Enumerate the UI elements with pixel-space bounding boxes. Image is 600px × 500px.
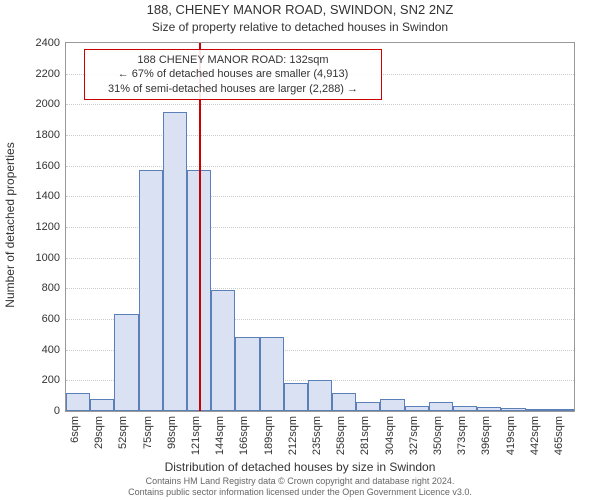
grid-line [66,135,574,136]
bar [429,402,453,411]
y-tick: 2200 [20,68,60,80]
plot-area: 188 CHENEY MANOR ROAD: 132sqm ← 67% of d… [65,42,575,412]
bar [163,112,187,411]
bar [356,402,380,411]
bar [405,406,429,411]
bar [260,337,284,411]
y-tick: 200 [20,374,60,386]
annotation-line2: ← 67% of detached houses are smaller (4,… [91,67,375,81]
annotation-line3: 31% of semi-detached houses are larger (… [91,82,375,96]
y-tick: 0 [20,405,60,417]
y-tick: 600 [20,313,60,325]
bar [550,409,574,411]
y-tick: 1800 [20,129,60,141]
x-axis-label: Distribution of detached houses by size … [0,460,600,474]
grid-line [66,166,574,167]
bar [211,290,235,411]
bar [501,408,525,411]
bar [526,409,550,411]
bar [453,406,477,411]
bar [477,407,501,411]
bar [284,383,308,411]
bar [332,393,356,411]
y-axis-label: Number of detached properties [3,142,17,307]
footer-line2: Contains public sector information licen… [0,487,600,498]
footer-line1: Contains HM Land Registry data © Crown c… [0,476,600,487]
annotation-box: 188 CHENEY MANOR ROAD: 132sqm ← 67% of d… [84,49,382,100]
bar [308,380,332,411]
y-tick: 800 [20,282,60,294]
y-tick: 1200 [20,221,60,233]
footer-attribution: Contains HM Land Registry data © Crown c… [0,476,600,498]
bar [235,337,259,411]
y-tick: 2000 [20,98,60,110]
bar [90,399,114,411]
chart-container: 188, CHENEY MANOR ROAD, SWINDON, SN2 2NZ… [0,0,600,500]
bar [380,399,404,411]
y-tick: 1400 [20,190,60,202]
y-tick: 2400 [20,37,60,49]
bar [139,170,163,411]
chart-title: 188, CHENEY MANOR ROAD, SWINDON, SN2 2NZ [0,2,600,17]
bar [66,393,90,411]
y-tick: 1600 [20,160,60,172]
chart-subtitle: Size of property relative to detached ho… [0,20,600,34]
y-tick: 400 [20,344,60,356]
annotation-line1: 188 CHENEY MANOR ROAD: 132sqm [91,53,375,67]
y-tick: 1000 [20,252,60,264]
bar [114,314,138,411]
grid-line [66,104,574,105]
